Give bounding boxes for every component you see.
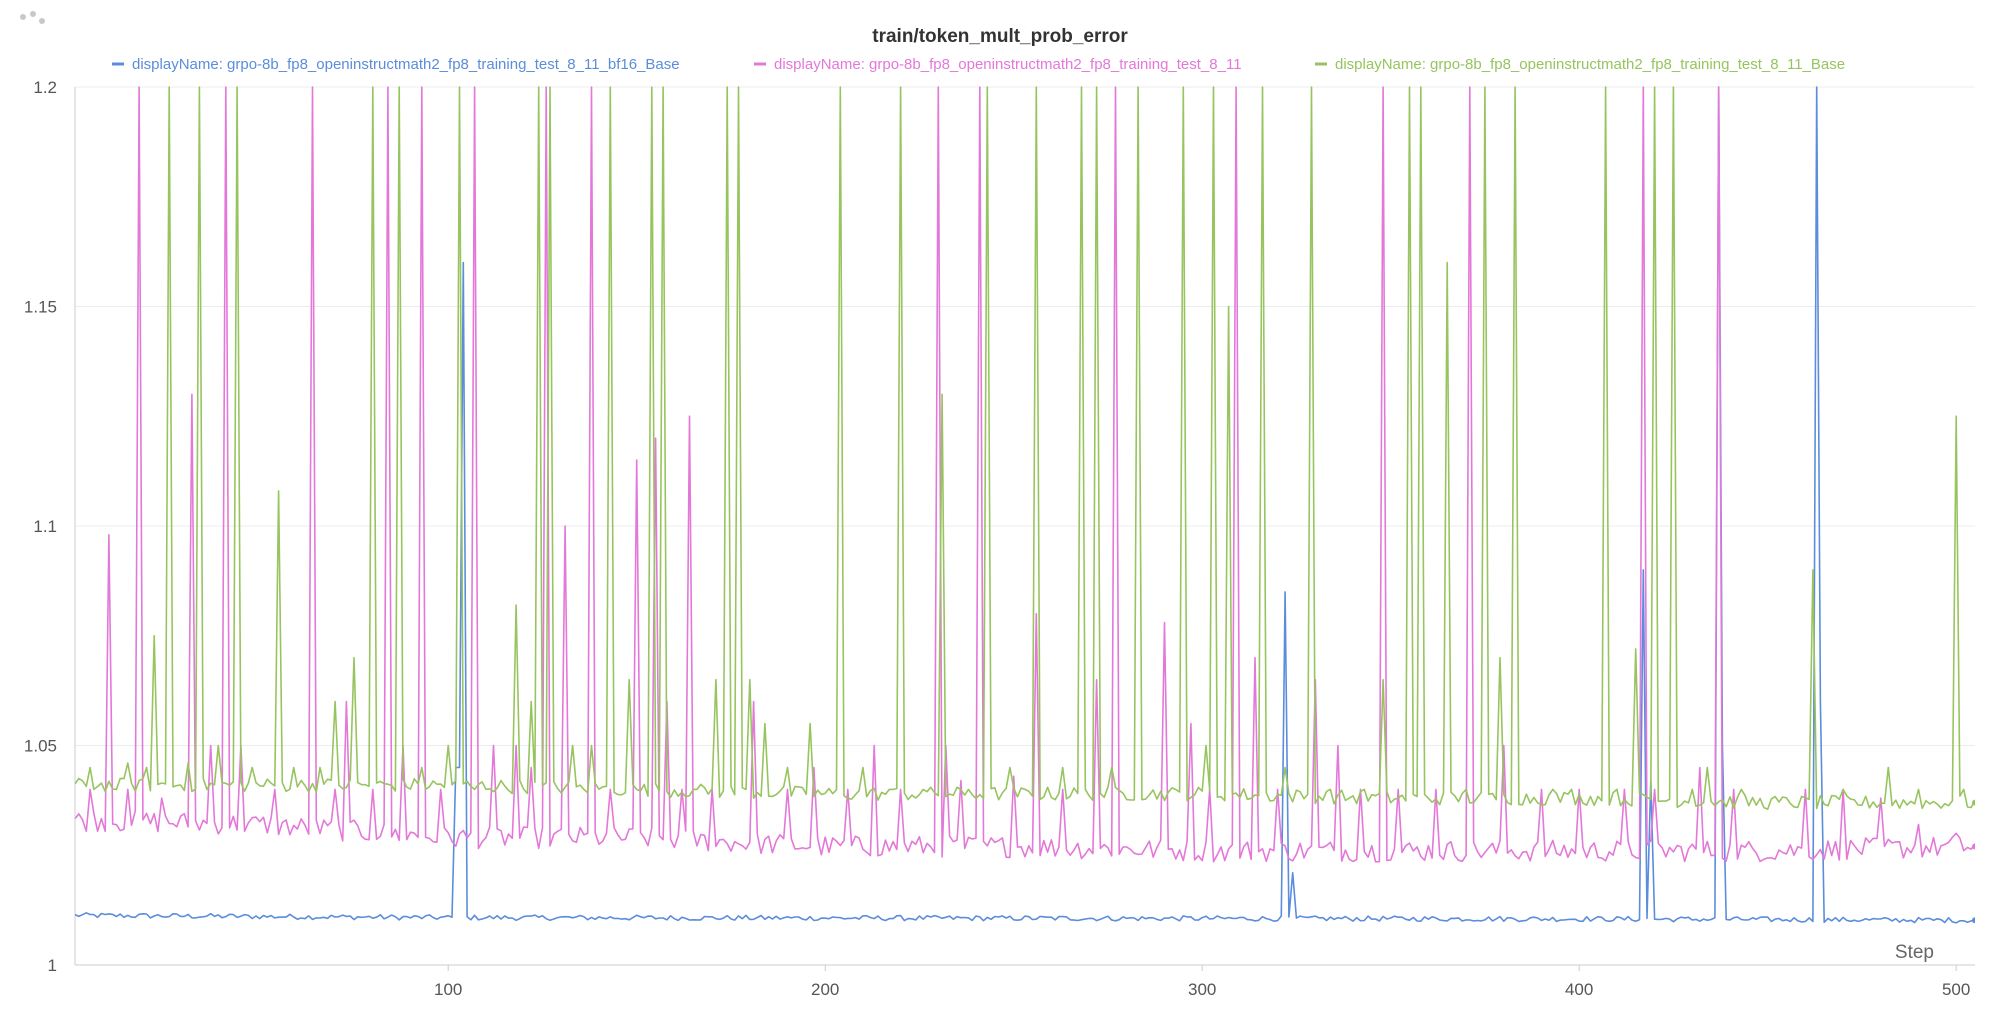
legend-item[interactable]: displayName: grpo-8b_fp8_openinstructmat… <box>1315 56 1845 73</box>
x-tick-label: 400 <box>1565 980 1593 999</box>
series-end-marker <box>1972 843 1975 850</box>
y-tick-label: 1.05 <box>24 737 57 756</box>
legend-label: displayName: grpo-8b_fp8_openinstructmat… <box>774 56 1242 73</box>
panel-menu-icon[interactable] <box>18 10 58 30</box>
x-tick-label: 500 <box>1942 980 1970 999</box>
chart-title: train/token_mult_prob_error <box>872 26 1128 47</box>
y-tick-label: 1.15 <box>24 298 57 317</box>
series-line-2 <box>75 86 1975 863</box>
x-tick-label: 200 <box>811 980 839 999</box>
legend-label: displayName: grpo-8b_fp8_openinstructmat… <box>132 56 680 73</box>
x-tick-label: 300 <box>1188 980 1216 999</box>
series-end-marker <box>1972 799 1975 806</box>
series-line-3 <box>75 86 1975 810</box>
legend-item[interactable]: displayName: grpo-8b_fp8_openinstructmat… <box>112 56 680 73</box>
legend-item[interactable]: displayName: grpo-8b_fp8_openinstructmat… <box>754 56 1242 73</box>
y-tick-label: 1 <box>48 956 57 975</box>
x-tick-label: 100 <box>434 980 462 999</box>
axes: 1 1.05 1.1 1.15 1.2 100 200 300 400 500 <box>24 78 1975 999</box>
y-tick-label: 1.1 <box>33 517 57 536</box>
series-end-marker <box>1972 917 1975 924</box>
x-axis-label: Step <box>1895 942 1934 963</box>
y-tick-label: 1.2 <box>33 78 57 97</box>
legend-label: displayName: grpo-8b_fp8_openinstructmat… <box>1335 56 1845 73</box>
legend: displayName: grpo-8b_fp8_openinstructmat… <box>112 56 1845 73</box>
series-lines <box>75 86 1975 924</box>
series-line-1 <box>75 86 1975 924</box>
